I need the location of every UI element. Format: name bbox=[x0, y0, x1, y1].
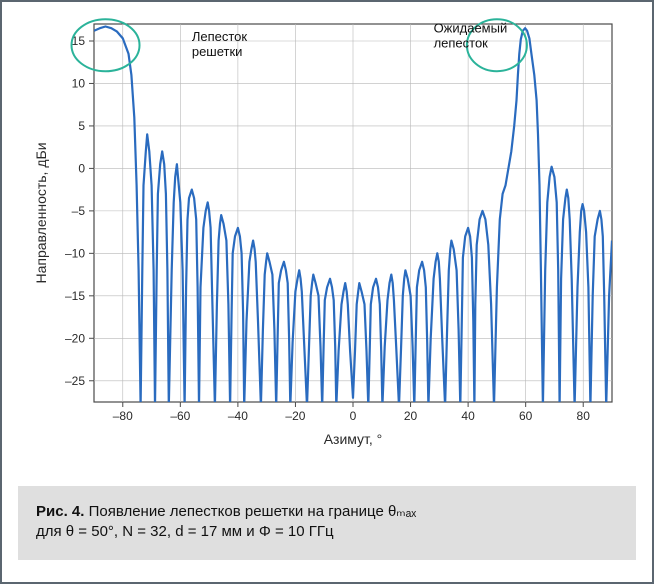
annotation-label-grating: решетки bbox=[192, 44, 243, 59]
caption-line2: для θ = 50°, N = 32, d = 17 мм и Φ = 10 … bbox=[36, 523, 334, 540]
svg-text:Азимут, °: Азимут, ° bbox=[324, 431, 383, 447]
svg-text:5: 5 bbox=[78, 119, 85, 133]
svg-text:20: 20 bbox=[404, 409, 418, 423]
svg-text:–15: –15 bbox=[65, 289, 85, 303]
svg-text:–10: –10 bbox=[65, 246, 85, 260]
annotation-label-grating: Лепесток bbox=[192, 29, 248, 44]
caption-figref: Рис. 4. bbox=[36, 503, 84, 520]
svg-text:80: 80 bbox=[577, 409, 591, 423]
directivity-chart: –80–60–40–20020406080–25–20–15–10–505101… bbox=[28, 14, 630, 458]
svg-text:–25: –25 bbox=[65, 374, 85, 388]
annotation-label-expected: лепесток bbox=[434, 35, 489, 50]
caption-line1: Появление лепестков решетки на границе θ… bbox=[89, 503, 417, 520]
svg-text:–5: –5 bbox=[72, 204, 86, 218]
svg-text:10: 10 bbox=[72, 76, 86, 90]
svg-text:–60: –60 bbox=[170, 409, 190, 423]
svg-text:–20: –20 bbox=[285, 409, 305, 423]
figure-caption: Рис. 4. Появление лепестков решетки на г… bbox=[18, 486, 636, 561]
svg-text:Направленность, дБи: Направленность, дБи bbox=[33, 142, 49, 283]
svg-text:–80: –80 bbox=[113, 409, 133, 423]
svg-text:–40: –40 bbox=[228, 409, 248, 423]
svg-text:40: 40 bbox=[461, 409, 475, 423]
annotation-label-expected: Ожидаемый bbox=[434, 20, 508, 35]
svg-text:0: 0 bbox=[350, 409, 357, 423]
svg-text:60: 60 bbox=[519, 409, 533, 423]
svg-text:0: 0 bbox=[78, 161, 85, 175]
svg-text:–20: –20 bbox=[65, 331, 85, 345]
